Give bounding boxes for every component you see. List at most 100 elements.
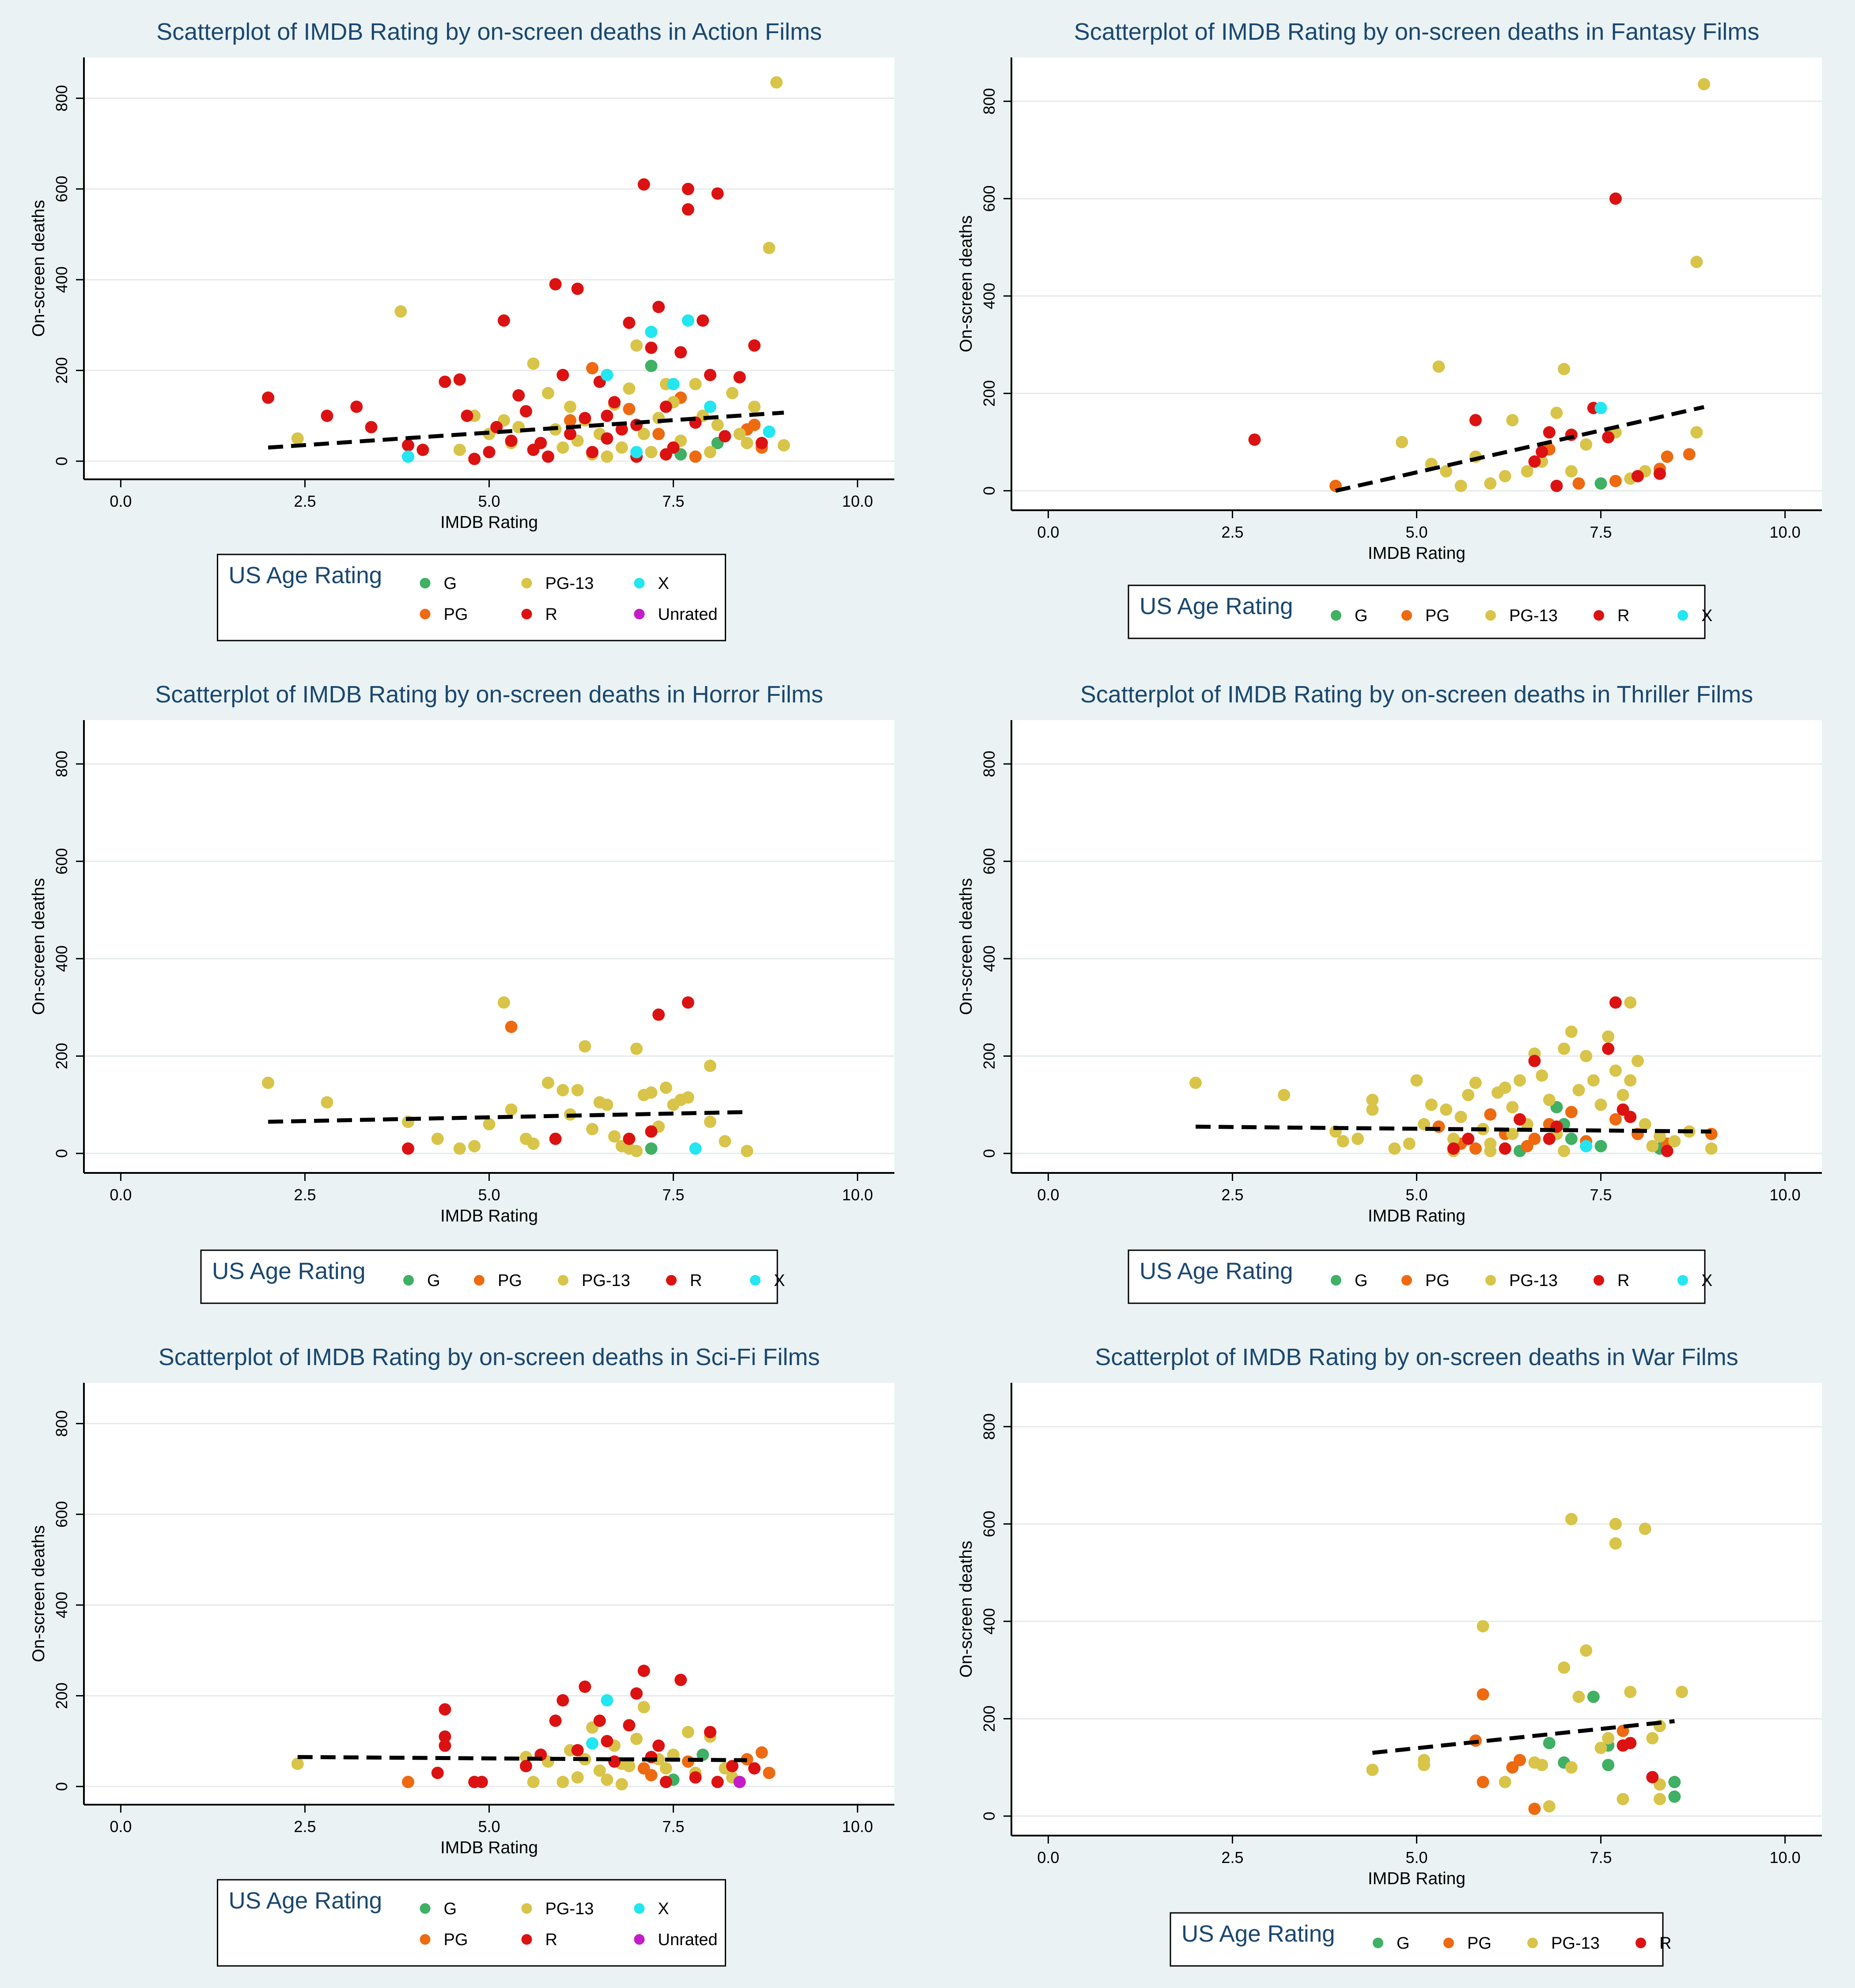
data-point-r bbox=[402, 1142, 414, 1155]
y-axis-title: On-screen deaths bbox=[957, 878, 976, 1015]
data-point-r bbox=[321, 410, 333, 422]
data-point-r bbox=[579, 1681, 591, 1693]
data-point-pg-13 bbox=[1454, 1111, 1467, 1123]
x-tick-label: 10.0 bbox=[842, 492, 873, 510]
data-point-r bbox=[623, 316, 636, 329]
plot-area bbox=[84, 1383, 894, 1805]
data-point-pg-13 bbox=[645, 1086, 658, 1099]
data-point-r bbox=[453, 373, 466, 386]
data-point-pg-13 bbox=[1484, 1145, 1497, 1157]
data-point-pg bbox=[1565, 1106, 1578, 1119]
data-point-pg-13 bbox=[1543, 1093, 1556, 1106]
data-point-pg-13 bbox=[623, 1760, 636, 1772]
data-point-r bbox=[645, 341, 658, 354]
data-point-pg-13 bbox=[262, 1077, 275, 1089]
legend-marker-g bbox=[403, 1275, 414, 1286]
data-point-pg-13 bbox=[1558, 1661, 1571, 1674]
data-point-r bbox=[1661, 1145, 1673, 1157]
data-point-pg-13 bbox=[704, 446, 716, 459]
data-point-pg-13 bbox=[1366, 1103, 1379, 1116]
legend-box bbox=[200, 1249, 778, 1304]
legend-marker-r bbox=[1594, 1275, 1604, 1286]
y-tick-label: 800 bbox=[53, 85, 71, 111]
data-point-pg-13 bbox=[1425, 1098, 1438, 1111]
data-point-r bbox=[431, 1767, 444, 1779]
data-point-pg-13 bbox=[1580, 438, 1593, 451]
data-point-r bbox=[475, 1776, 488, 1788]
data-point-r bbox=[652, 1739, 665, 1752]
data-point-pg-13 bbox=[541, 387, 554, 399]
chart-panel-3: Scatterplot of IMDB Rating by on-screen … bbox=[957, 681, 1822, 1304]
x-axis-title: IMDB Rating bbox=[1368, 1206, 1465, 1225]
data-point-pg-13 bbox=[571, 1084, 584, 1096]
data-point-r bbox=[1624, 1737, 1637, 1749]
data-point-pg-13 bbox=[637, 1701, 650, 1714]
legend-label-pg-13: PG-13 bbox=[545, 574, 594, 593]
data-point-pg-13 bbox=[1690, 426, 1703, 439]
data-point-pg-13 bbox=[1580, 1644, 1593, 1657]
x-tick-label: 0.0 bbox=[1037, 1186, 1059, 1204]
x-tick-label: 0.0 bbox=[110, 1817, 132, 1836]
legend-label-g: G bbox=[1355, 607, 1368, 625]
data-point-pg-13 bbox=[1521, 465, 1533, 478]
data-point-x bbox=[763, 425, 776, 438]
data-point-r bbox=[1609, 996, 1622, 1009]
y-axis-title: On-screen deaths bbox=[957, 215, 976, 352]
data-point-unrated bbox=[733, 1776, 746, 1788]
legend-label-unrated: Unrated bbox=[658, 605, 718, 624]
data-point-x bbox=[402, 450, 414, 463]
legend: US Age Rating G PG PG-13 R bbox=[1170, 1912, 1671, 1967]
data-point-r bbox=[1536, 445, 1548, 458]
data-point-r bbox=[483, 446, 496, 459]
legend-marker-x bbox=[1677, 1275, 1688, 1286]
data-point-pg bbox=[586, 362, 599, 375]
chart-panel-2: Scatterplot of IMDB Rating by on-screen … bbox=[29, 681, 894, 1304]
data-point-pg-13 bbox=[748, 400, 761, 413]
y-tick-label: 400 bbox=[980, 945, 998, 972]
data-point-pg-13 bbox=[431, 1132, 444, 1145]
data-point-pg-13 bbox=[1565, 1761, 1578, 1774]
data-point-x bbox=[704, 400, 716, 413]
data-point-pg-13 bbox=[1506, 1101, 1519, 1114]
legend-title: US Age Rating bbox=[1140, 1258, 1293, 1284]
legend-label-unrated: Unrated bbox=[658, 1931, 718, 1949]
data-points bbox=[262, 996, 753, 1157]
data-point-r bbox=[571, 1744, 584, 1757]
x-tick-label: 0.0 bbox=[1037, 523, 1059, 541]
x-tick-label: 5.0 bbox=[478, 492, 500, 510]
data-point-r bbox=[689, 1771, 702, 1784]
y-tick-label: 400 bbox=[980, 283, 998, 309]
x-tick-label: 10.0 bbox=[1770, 1848, 1801, 1867]
data-point-pg-13 bbox=[1336, 1135, 1349, 1148]
data-point-pg-13 bbox=[1646, 1732, 1659, 1745]
data-point-pg-13 bbox=[1624, 1074, 1637, 1087]
data-point-r bbox=[1248, 433, 1261, 446]
legend-box bbox=[1128, 1249, 1706, 1304]
data-point-pg-13 bbox=[1580, 1050, 1593, 1062]
data-point-pg-13 bbox=[777, 439, 790, 451]
data-point-r bbox=[439, 1730, 451, 1743]
data-point-r bbox=[402, 439, 414, 451]
data-point-pg-13 bbox=[1432, 360, 1445, 373]
legend-label-x: X bbox=[658, 1900, 669, 1918]
y-tick-label: 400 bbox=[53, 1592, 71, 1618]
data-point-g bbox=[697, 1749, 709, 1761]
data-point-pg-13 bbox=[1639, 1118, 1651, 1131]
x-axis-title: IMDB Rating bbox=[1368, 1869, 1465, 1888]
legend-label-x: X bbox=[774, 1271, 785, 1290]
x-tick-label: 2.5 bbox=[294, 1186, 316, 1204]
legend-label-x: X bbox=[1701, 607, 1712, 625]
legend-title: US Age Rating bbox=[1140, 593, 1293, 619]
data-point-r bbox=[1631, 470, 1644, 482]
data-point-pg-13 bbox=[527, 357, 540, 370]
data-point-pg-13 bbox=[1565, 465, 1578, 478]
data-point-r bbox=[1602, 1042, 1615, 1055]
legend-label-pg: PG bbox=[1467, 1934, 1492, 1953]
y-axis-title: On-screen deaths bbox=[957, 1540, 976, 1677]
data-point-pg-13 bbox=[1558, 1145, 1571, 1157]
data-point-r bbox=[1550, 479, 1563, 492]
fit-line bbox=[297, 1755, 747, 1762]
data-point-pg-13 bbox=[601, 450, 613, 463]
chart-panel-1: Scatterplot of IMDB Rating by on-screen … bbox=[957, 19, 1822, 639]
legend-marker-x bbox=[1677, 610, 1688, 621]
